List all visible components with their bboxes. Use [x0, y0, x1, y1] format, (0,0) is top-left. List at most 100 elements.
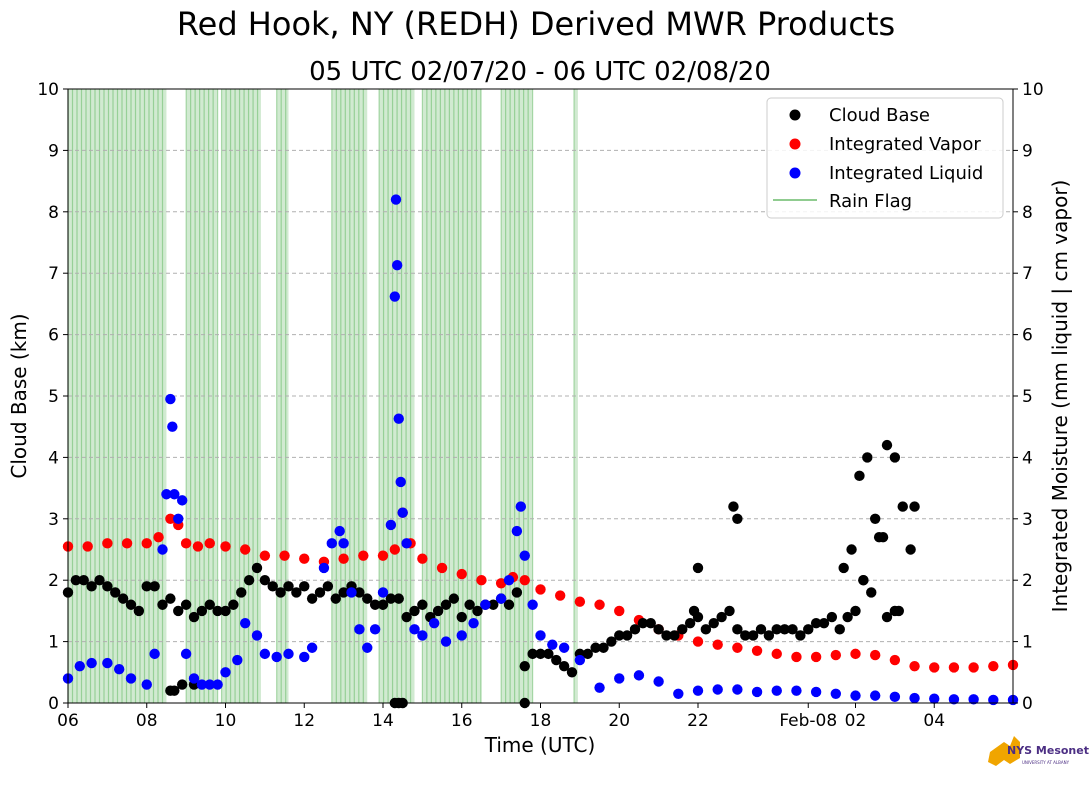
- y-right-tick-label: 2: [1022, 571, 1033, 591]
- data-point: [291, 587, 302, 598]
- y-left-tick-label: 4: [48, 448, 59, 468]
- y-right-tick-label: 10: [1022, 80, 1044, 100]
- data-point: [389, 291, 401, 302]
- data-point: [448, 593, 460, 604]
- data-point: [519, 550, 530, 561]
- data-point: [480, 599, 491, 610]
- x-tick-label: 14: [372, 711, 394, 731]
- data-point: [511, 525, 523, 537]
- data-point: [385, 593, 397, 604]
- y-right-tick-label: 5: [1022, 387, 1033, 407]
- data-point: [732, 642, 743, 653]
- y-left-tick-label: 2: [48, 571, 59, 591]
- data-point: [653, 624, 664, 635]
- data-point: [259, 575, 271, 586]
- data-point: [854, 470, 865, 482]
- data-point: [909, 501, 920, 512]
- y-axis-left-label: Cloud Base (km): [7, 313, 31, 478]
- data-point: [527, 648, 538, 660]
- data-point: [121, 538, 133, 549]
- data-point: [283, 648, 294, 660]
- data-point: [306, 593, 318, 604]
- data-point: [830, 649, 842, 661]
- x-tick-label: 06: [57, 711, 79, 731]
- y-right-tick-label: 9: [1022, 141, 1033, 161]
- data-point: [795, 630, 806, 641]
- y-right-tick-label: 8: [1022, 203, 1033, 223]
- data-point: [889, 691, 901, 703]
- data-point: [700, 624, 712, 635]
- data-point: [810, 686, 822, 698]
- data-point: [468, 617, 479, 629]
- data-point: [102, 538, 113, 549]
- data-point: [157, 599, 168, 610]
- data-point: [688, 605, 700, 617]
- data-point: [988, 660, 999, 672]
- y-left-tick-label: 7: [48, 264, 59, 284]
- x-tick-label: 12: [293, 711, 315, 731]
- data-point: [393, 593, 404, 604]
- data-point: [176, 679, 188, 690]
- data-point: [232, 654, 243, 666]
- data-point: [535, 630, 546, 641]
- data-point: [251, 562, 263, 574]
- data-point: [810, 651, 822, 663]
- data-point: [165, 393, 176, 405]
- data-point: [881, 439, 893, 451]
- data-point: [905, 544, 916, 555]
- data-point: [834, 624, 845, 635]
- data-point: [614, 605, 625, 617]
- data-point: [763, 630, 775, 641]
- data-point: [515, 501, 527, 512]
- data-point: [180, 648, 192, 660]
- series-cloud-base: [62, 439, 920, 709]
- data-point: [692, 562, 704, 574]
- x-axis-ticks: 06 08 10 12 14 16 18 20 22 Feb-08 02 04: [57, 703, 945, 731]
- data-point: [239, 544, 251, 555]
- data-point: [141, 538, 152, 549]
- data-point: [456, 611, 467, 623]
- data-point: [472, 605, 483, 617]
- x-tick-label: 10: [215, 711, 237, 731]
- data-point: [791, 685, 802, 696]
- data-point: [716, 611, 727, 623]
- data-point: [869, 649, 881, 661]
- data-point: [948, 662, 960, 673]
- legend-integrated-vapor-label: Integrated Vapor: [829, 134, 981, 155]
- data-point: [909, 660, 920, 672]
- data-point: [669, 630, 680, 641]
- y-right-tick-label: 6: [1022, 326, 1033, 346]
- data-point: [436, 562, 448, 574]
- y-right-tick-label: 4: [1022, 448, 1033, 468]
- data-point: [551, 654, 562, 666]
- data-point: [354, 624, 365, 635]
- data-point: [369, 599, 381, 610]
- data-point: [771, 685, 782, 696]
- data-point: [417, 553, 428, 564]
- data-point: [173, 605, 184, 617]
- chart-subtitle: 05 UTC 02/07/20 - 06 UTC 02/08/20: [309, 57, 771, 87]
- data-point: [495, 593, 507, 604]
- data-point: [988, 694, 999, 706]
- y-left-tick-label: 3: [48, 510, 59, 530]
- data-point: [554, 590, 566, 601]
- data-point: [929, 662, 940, 673]
- data-point: [519, 660, 530, 672]
- data-point: [362, 642, 373, 653]
- data-point: [476, 575, 487, 586]
- data-point: [456, 568, 467, 580]
- data-point: [606, 636, 617, 647]
- data-point: [858, 575, 869, 586]
- data-point: [558, 660, 570, 672]
- data-point: [527, 599, 538, 610]
- data-point: [751, 686, 763, 698]
- data-point: [846, 544, 857, 555]
- data-point: [385, 519, 397, 531]
- y-left-tick-label: 10: [37, 80, 59, 100]
- data-point: [877, 532, 889, 543]
- data-point: [330, 593, 341, 604]
- data-point: [732, 624, 743, 635]
- data-point: [192, 541, 204, 552]
- data-point: [149, 581, 160, 592]
- data-point: [712, 684, 723, 695]
